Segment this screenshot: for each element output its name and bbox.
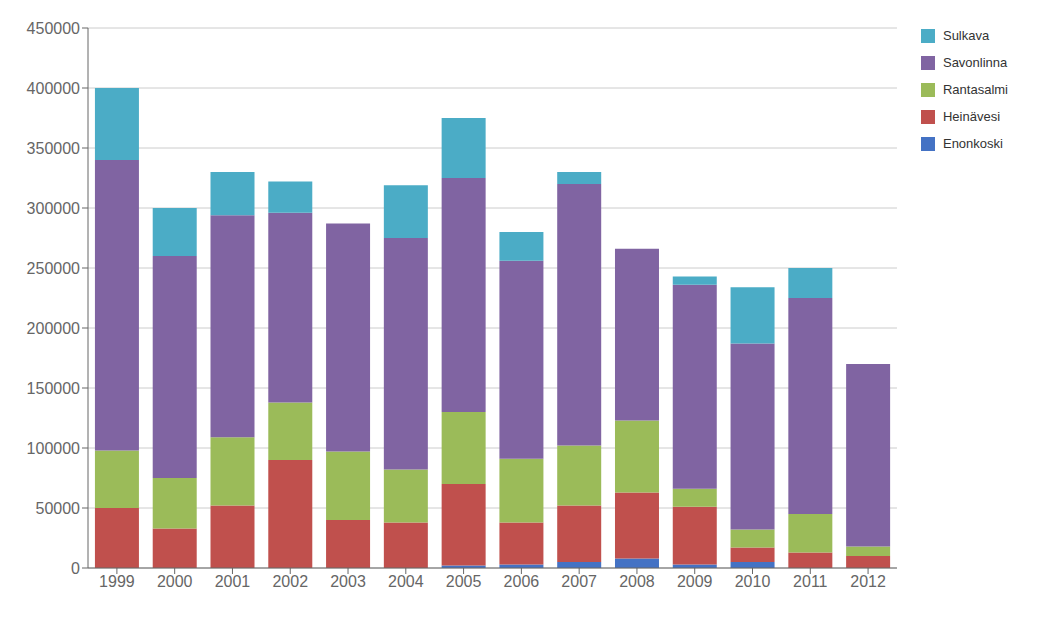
- html-text:Rantasalmi: Rantasalmi: [943, 82, 1008, 97]
- html-text:Heinävesi: Heinävesi: [943, 109, 1001, 124]
- svg-text:450000: 450000: [27, 20, 80, 37]
- svg-text:150000: 150000: [27, 380, 80, 397]
- svg-text:400000: 400000: [27, 80, 80, 97]
- svg-text:2005: 2005: [446, 573, 482, 590]
- svg-text:200000: 200000: [27, 320, 80, 337]
- svg-text:2010: 2010: [735, 573, 771, 590]
- html-text:Savonlinna: Savonlinna: [943, 55, 1008, 70]
- svg-text:2004: 2004: [388, 573, 424, 590]
- svg-text:2011: 2011: [793, 573, 828, 590]
- svg-text:2002: 2002: [272, 573, 308, 590]
- svg-text:300000: 300000: [27, 200, 80, 217]
- svg-text:350000: 350000: [27, 140, 80, 157]
- svg-text:100000: 100000: [27, 440, 80, 457]
- svg-text:2009: 2009: [677, 573, 713, 590]
- svg-text:2003: 2003: [330, 573, 366, 590]
- svg-text:2012: 2012: [850, 573, 886, 590]
- html-text:Enonkoski: Enonkoski: [943, 136, 1003, 151]
- html-text:Sulkava: Sulkava: [943, 28, 990, 43]
- svg-text:0: 0: [71, 560, 80, 577]
- svg-text:2006: 2006: [504, 573, 540, 590]
- svg-text:50000: 50000: [36, 500, 81, 517]
- svg-text:2008: 2008: [619, 573, 655, 590]
- svg-text:2007: 2007: [561, 573, 597, 590]
- svg-text:250000: 250000: [27, 260, 80, 277]
- svg-text:1999: 1999: [99, 573, 135, 590]
- svg-text:2000: 2000: [157, 573, 193, 590]
- svg-text:2001: 2001: [215, 573, 251, 590]
